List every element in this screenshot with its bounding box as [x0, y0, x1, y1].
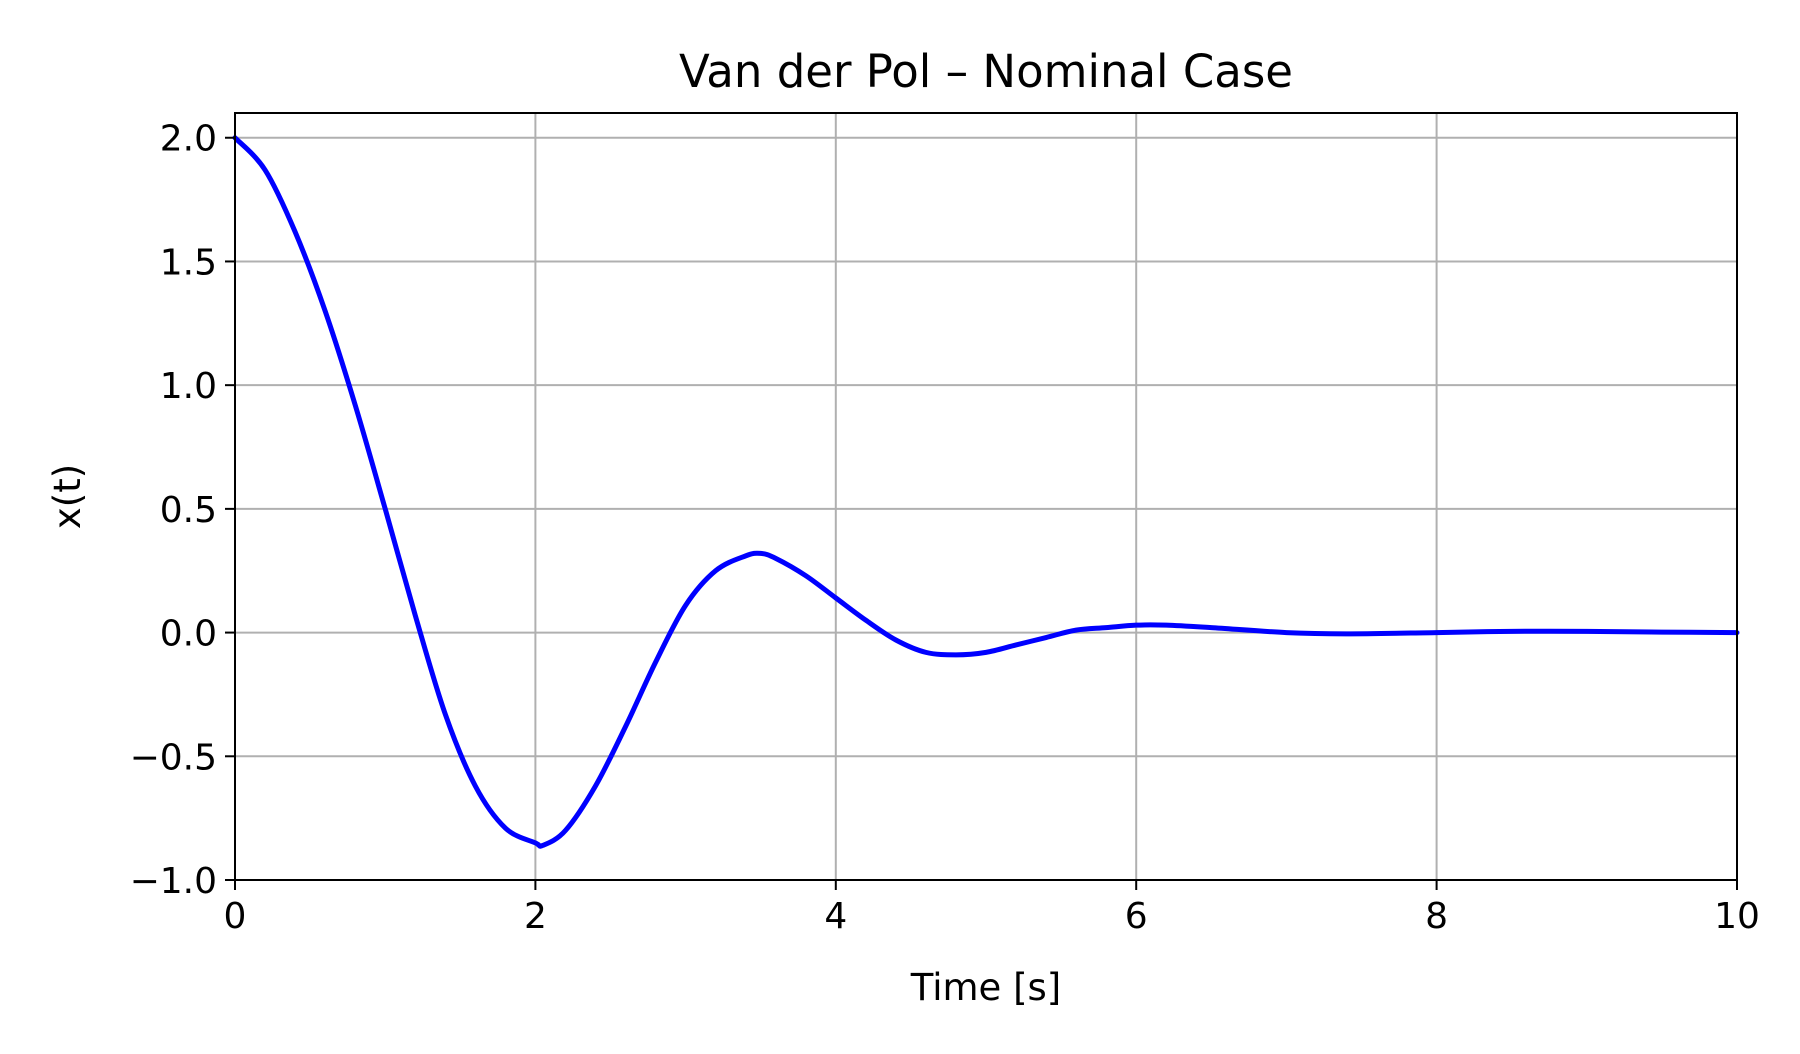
y-tick-label: −0.5	[130, 737, 217, 778]
x-tick-label: 0	[224, 896, 247, 937]
plot-frame	[234, 112, 1738, 881]
x-tick-label: 2	[524, 896, 547, 937]
y-tick-label: −1.0	[130, 861, 217, 902]
grid-layer	[234, 113, 1738, 881]
y-tick-label: 0.5	[160, 490, 217, 531]
ticks-layer: 0 2 4 6 8 10 −1.0 −0.5 0.0 0.5 1.0 1.5 2.0	[130, 119, 1760, 937]
x-tick-label: 10	[1714, 896, 1760, 937]
x-tick-label: 8	[1425, 896, 1448, 937]
x-tick-label: 4	[824, 896, 847, 937]
y-tick-label: 1.5	[160, 242, 217, 283]
y-tick-label: 1.0	[160, 366, 217, 407]
chart-title: Van der Pol – Nominal Case	[679, 45, 1293, 98]
series-layer	[232, 135, 1740, 849]
series-line	[232, 135, 1740, 849]
y-tick-label: 0.0	[160, 614, 217, 655]
x-axis-title: Time [s]	[910, 966, 1061, 1009]
x-tick-label: 6	[1125, 896, 1148, 937]
y-axis-title: x(t)	[46, 464, 89, 529]
y-tick-label: 2.0	[160, 119, 217, 160]
